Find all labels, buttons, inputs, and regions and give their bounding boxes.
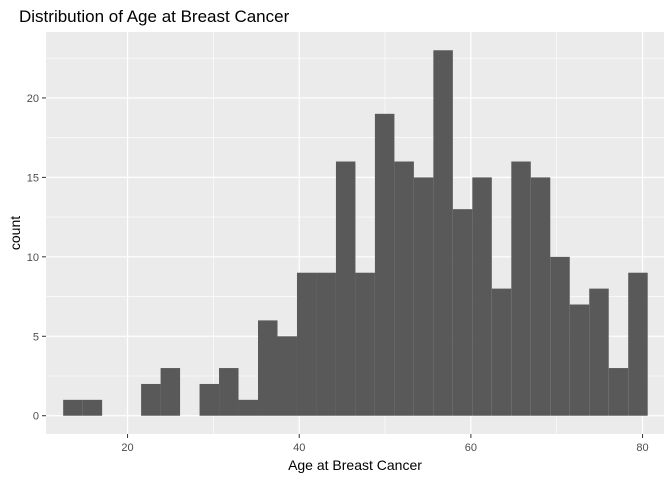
histogram-bar <box>433 50 453 416</box>
histogram-bar <box>238 399 259 416</box>
histogram-bar <box>63 399 83 416</box>
histogram-bar <box>589 288 609 416</box>
y-tick-label: 10 <box>27 252 39 264</box>
x-axis: 20 40 60 80 <box>121 434 649 454</box>
histogram-bar <box>141 383 161 416</box>
y-axis: 0 5 10 15 20 <box>27 93 46 423</box>
histogram-bar <box>511 161 531 416</box>
histogram-bar <box>374 113 395 416</box>
histogram-bar <box>82 399 103 416</box>
x-tick-label: 40 <box>293 442 305 454</box>
histogram-bars <box>63 50 648 416</box>
x-tick-label: 60 <box>465 442 477 454</box>
y-tick-label: 20 <box>27 93 39 105</box>
histogram-bar <box>608 368 629 416</box>
histogram-bar <box>355 272 375 416</box>
histogram-bar <box>413 177 434 416</box>
y-tick-label: 15 <box>27 172 39 184</box>
x-axis-title: Age at Breast Cancer <box>288 457 422 473</box>
y-tick-label: 5 <box>33 331 39 343</box>
x-tick-label: 80 <box>636 442 648 454</box>
histogram-bar <box>160 368 181 416</box>
y-tick-label: 0 <box>33 411 39 423</box>
histogram-bar <box>550 256 570 416</box>
histogram-bar <box>628 272 648 416</box>
y-axis-title: count <box>7 216 23 250</box>
histogram-bar <box>491 288 512 416</box>
histogram-bar <box>569 304 590 416</box>
histogram-bar <box>394 161 414 416</box>
histogram-bar <box>335 161 356 416</box>
histogram-bar <box>277 336 297 416</box>
histogram-bar <box>472 177 492 416</box>
histogram-bar <box>258 320 278 416</box>
histogram-bar <box>199 383 220 416</box>
chart-title: Distribution of Age at Breast Cancer <box>19 7 290 26</box>
histogram-bar <box>219 368 239 416</box>
x-tick-label: 20 <box>121 442 133 454</box>
histogram-bar <box>530 177 551 416</box>
histogram-bar <box>316 272 336 416</box>
histogram-bar <box>296 272 317 416</box>
histogram-bar <box>452 209 473 416</box>
